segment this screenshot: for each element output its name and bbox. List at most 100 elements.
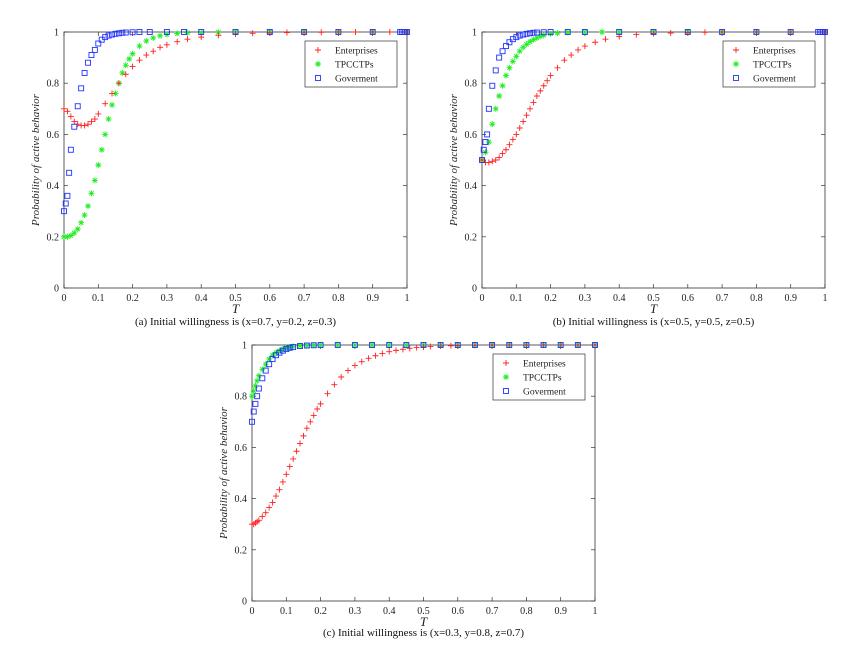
data-point — [358, 358, 365, 365]
data-point — [372, 352, 379, 359]
data-point — [266, 504, 273, 511]
data-point — [554, 64, 561, 71]
data-point — [701, 29, 708, 36]
data-point — [181, 29, 188, 35]
data-point — [297, 342, 304, 349]
data-point — [489, 158, 496, 165]
legend-marker — [503, 388, 509, 394]
data-point — [317, 400, 324, 407]
data-point — [753, 29, 760, 35]
data-point — [564, 29, 571, 36]
panel-caption: (a) Initial willingness is (x=0.7, y=0.2… — [135, 316, 336, 328]
data-point — [198, 34, 205, 41]
legend: Enterprises TPCCTPs Goverment — [492, 353, 586, 401]
data-point — [286, 344, 293, 351]
data-point — [369, 342, 375, 348]
data-point — [310, 342, 317, 349]
data-point — [454, 342, 461, 348]
y-tick-label: 1 — [242, 341, 247, 352]
data-point — [95, 40, 102, 47]
legend: Enterprises TPCCTPs Goverment — [304, 40, 398, 88]
data-point — [122, 29, 129, 36]
data-point — [303, 425, 310, 432]
data-point — [310, 412, 317, 419]
legend-label: Enterprises — [523, 360, 566, 370]
y-tick-label: 1 — [472, 28, 477, 39]
data-point — [506, 141, 513, 148]
data-point — [516, 32, 523, 39]
data-point — [301, 29, 308, 35]
data-point — [496, 93, 503, 99]
data-point — [81, 212, 88, 219]
data-point — [540, 342, 547, 348]
data-point — [365, 355, 372, 362]
data-point — [492, 67, 499, 74]
data-point — [564, 29, 571, 35]
data-point — [520, 118, 527, 125]
data-point — [252, 400, 259, 407]
legend-label: Enterprises — [335, 47, 378, 57]
data-point — [262, 361, 269, 368]
data-point — [533, 34, 540, 41]
data-point — [146, 29, 153, 35]
data-point — [250, 408, 257, 415]
series-enterprises — [249, 342, 598, 528]
data-point — [574, 342, 581, 348]
x-tick-label: 0 — [62, 293, 67, 304]
data-point — [126, 55, 133, 62]
data-point — [369, 342, 376, 348]
data-point — [67, 232, 74, 239]
x-tick-label: 0.8 — [332, 293, 345, 304]
data-point — [293, 448, 300, 455]
legend-marker — [733, 75, 739, 81]
data-point — [437, 343, 444, 350]
data-point — [254, 377, 261, 384]
data-point — [503, 72, 510, 79]
data-point — [266, 29, 273, 35]
legend-marker — [503, 360, 509, 366]
data-point — [492, 105, 499, 112]
data-point — [393, 347, 400, 354]
data-point — [174, 38, 181, 45]
data-point — [269, 499, 276, 506]
legend-marker — [315, 61, 321, 67]
x-tick-label: 0.6 — [452, 606, 465, 617]
data-point — [554, 30, 561, 37]
data-point — [276, 347, 283, 354]
data-point — [485, 105, 492, 112]
legend-label: TPCCTPs — [523, 374, 562, 384]
data-point — [255, 385, 262, 392]
data-point — [537, 33, 544, 40]
data-point — [650, 30, 657, 37]
data-point — [269, 352, 276, 359]
y-tick-label: 0.6 — [47, 130, 60, 141]
data-point — [297, 440, 304, 447]
data-point — [71, 123, 78, 130]
data-point — [136, 57, 143, 64]
data-point — [386, 348, 393, 355]
data-point — [198, 29, 205, 36]
data-point — [335, 29, 342, 35]
data-point — [547, 29, 554, 35]
x-tick-label: 0.5 — [647, 293, 660, 304]
data-point — [667, 30, 674, 37]
data-point — [252, 382, 259, 389]
data-point — [404, 29, 410, 35]
data-point — [592, 342, 598, 348]
data-point — [520, 44, 527, 51]
data-point — [719, 29, 726, 35]
data-point — [561, 57, 568, 64]
y-tick-label: 0.8 — [235, 392, 248, 403]
data-point — [557, 342, 564, 348]
data-point — [557, 342, 564, 348]
data-point — [753, 29, 760, 35]
data-point — [317, 342, 324, 348]
data-point — [297, 343, 303, 349]
legend-label: Goverment — [523, 388, 566, 398]
x-tick-label: 0.7 — [486, 606, 499, 617]
x-tick-label: 0.2 — [126, 293, 139, 304]
data-point — [85, 121, 92, 128]
data-point — [81, 122, 88, 129]
data-point — [345, 367, 352, 374]
data-point — [568, 52, 575, 59]
